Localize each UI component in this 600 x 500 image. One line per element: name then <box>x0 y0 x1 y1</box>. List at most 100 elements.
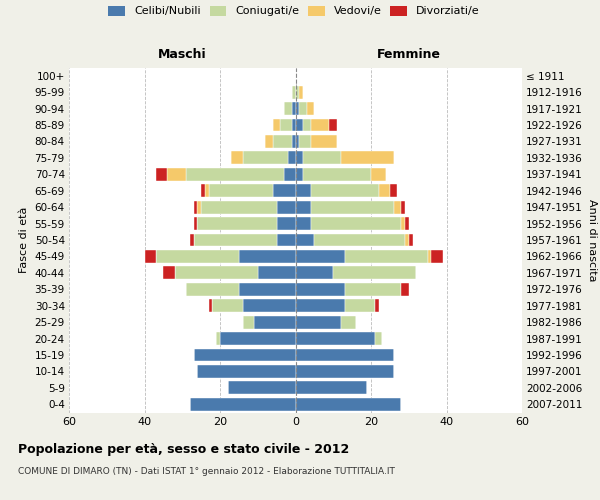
Bar <box>292 102 296 115</box>
Bar <box>277 200 296 213</box>
Bar <box>288 152 296 164</box>
Bar <box>299 102 307 115</box>
Bar <box>277 234 296 246</box>
Bar <box>232 152 242 164</box>
Bar <box>292 135 296 148</box>
Bar <box>296 316 341 328</box>
Bar <box>375 300 379 312</box>
Bar <box>242 316 254 328</box>
Bar <box>296 102 299 115</box>
Bar <box>212 300 242 312</box>
Bar <box>296 300 344 312</box>
Bar <box>296 168 303 180</box>
Bar <box>296 348 394 362</box>
Bar <box>296 184 311 197</box>
Bar <box>344 300 375 312</box>
Bar <box>197 200 201 213</box>
Bar <box>296 382 367 394</box>
Text: Femmine: Femmine <box>377 48 441 61</box>
Bar <box>209 300 212 312</box>
Bar <box>296 135 299 148</box>
Bar <box>296 86 299 98</box>
Bar <box>311 184 379 197</box>
Bar <box>405 234 409 246</box>
Bar <box>273 135 292 148</box>
Bar <box>194 200 197 213</box>
Bar <box>242 300 296 312</box>
Bar <box>190 234 194 246</box>
Bar <box>265 135 273 148</box>
Bar <box>296 332 375 345</box>
Bar <box>227 382 296 394</box>
Bar <box>409 234 413 246</box>
Bar <box>311 217 401 230</box>
Bar <box>428 250 431 263</box>
Bar <box>186 168 284 180</box>
Bar <box>371 168 386 180</box>
Bar <box>303 118 311 132</box>
Bar <box>296 398 401 410</box>
Bar <box>333 266 416 280</box>
Bar <box>239 250 296 263</box>
Text: COMUNE DI DIMARO (TN) - Dati ISTAT 1° gennaio 2012 - Elaborazione TUTTITALIA.IT: COMUNE DI DIMARO (TN) - Dati ISTAT 1° ge… <box>18 468 395 476</box>
Text: Popolazione per età, sesso e stato civile - 2012: Popolazione per età, sesso e stato civil… <box>18 442 349 456</box>
Bar <box>296 365 394 378</box>
Bar <box>197 365 296 378</box>
Bar <box>163 266 175 280</box>
Bar <box>296 266 333 280</box>
Bar <box>292 118 296 132</box>
Bar <box>156 168 167 180</box>
Bar <box>311 200 394 213</box>
Bar <box>292 86 296 98</box>
Bar <box>296 250 344 263</box>
Bar <box>201 184 205 197</box>
Bar <box>194 234 277 246</box>
Bar <box>329 118 337 132</box>
Bar <box>431 250 443 263</box>
Bar <box>216 332 220 345</box>
Bar <box>273 118 280 132</box>
Bar <box>344 283 401 296</box>
Bar <box>311 135 337 148</box>
Bar <box>239 283 296 296</box>
Bar <box>341 152 394 164</box>
Bar <box>299 86 303 98</box>
Text: Maschi: Maschi <box>158 48 206 61</box>
Bar <box>209 184 273 197</box>
Bar <box>194 217 197 230</box>
Bar <box>296 234 314 246</box>
Y-axis label: Anni di nascita: Anni di nascita <box>587 198 597 281</box>
Bar <box>145 250 156 263</box>
Bar <box>186 283 239 296</box>
Bar <box>401 217 405 230</box>
Bar <box>296 217 311 230</box>
Bar <box>175 266 258 280</box>
Bar <box>242 152 288 164</box>
Bar <box>277 217 296 230</box>
Bar <box>401 200 405 213</box>
Bar <box>205 184 209 197</box>
Bar <box>284 168 296 180</box>
Bar <box>201 200 277 213</box>
Bar <box>258 266 296 280</box>
Legend: Celibi/Nubili, Coniugati/e, Vedovi/e, Divorziati/e: Celibi/Nubili, Coniugati/e, Vedovi/e, Di… <box>109 6 479 16</box>
Bar <box>167 168 186 180</box>
Bar <box>390 184 397 197</box>
Bar <box>254 316 296 328</box>
Bar <box>394 200 401 213</box>
Bar <box>190 398 296 410</box>
Bar <box>375 332 382 345</box>
Bar <box>296 152 303 164</box>
Bar <box>401 283 409 296</box>
Bar <box>307 102 314 115</box>
Bar <box>273 184 296 197</box>
Bar <box>194 348 296 362</box>
Bar <box>296 283 344 296</box>
Bar <box>303 152 341 164</box>
Bar <box>156 250 239 263</box>
Bar <box>405 217 409 230</box>
Bar <box>280 118 292 132</box>
Bar <box>303 168 371 180</box>
Bar <box>220 332 296 345</box>
Bar <box>341 316 356 328</box>
